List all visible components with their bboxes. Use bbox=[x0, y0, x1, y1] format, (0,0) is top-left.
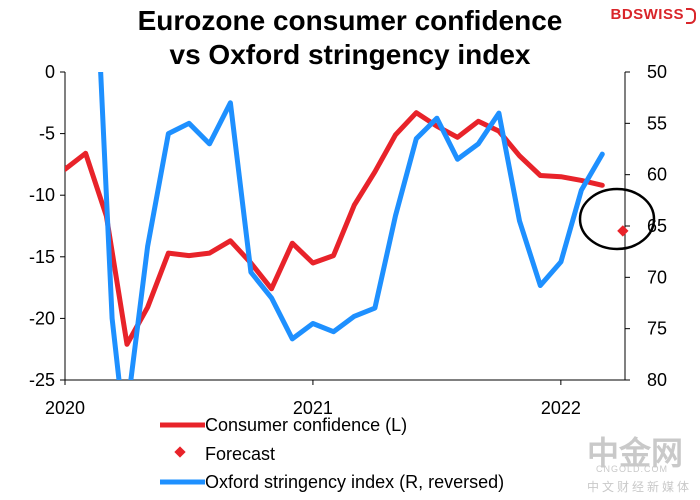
forecast-point bbox=[617, 225, 629, 237]
series-line-oxford-stringency-index-r-reversed bbox=[98, 72, 605, 380]
left-tick-label: -25 bbox=[29, 370, 55, 390]
left-tick-label: -5 bbox=[39, 124, 55, 144]
legend-forecast-swatch bbox=[174, 446, 186, 458]
series-group bbox=[65, 72, 629, 380]
left-tick-label: -15 bbox=[29, 247, 55, 267]
right-tick-label: 50 bbox=[647, 62, 667, 82]
right-tick-label: 60 bbox=[647, 165, 667, 185]
brand-logo-mark bbox=[686, 8, 696, 24]
right-tick-label: 70 bbox=[647, 267, 667, 287]
title-line-1: Eurozone consumer confidence bbox=[137, 5, 563, 36]
title-line-2: vs Oxford stringency index bbox=[169, 39, 531, 70]
series-line-consumer-confidence-l bbox=[65, 110, 605, 347]
left-tick-label: 0 bbox=[45, 62, 55, 82]
legend: Consumer confidence (L) Forecast Oxford … bbox=[160, 415, 504, 492]
right-tick-label: 55 bbox=[647, 113, 667, 133]
right-tick-label: 80 bbox=[647, 370, 667, 390]
legend-forecast-label: Forecast bbox=[205, 444, 275, 464]
x-tick-label: 2020 bbox=[45, 398, 85, 418]
legend-oxford-label: Oxford stringency index (R, reversed) bbox=[205, 472, 504, 492]
left-tick-label: -10 bbox=[29, 185, 55, 205]
watermark-subtitle: 中文财经新媒体 bbox=[587, 480, 693, 494]
x-tick-label: 2021 bbox=[293, 398, 333, 418]
legend-consumer-label: Consumer confidence (L) bbox=[205, 415, 407, 435]
right-tick-label: 75 bbox=[647, 319, 667, 339]
forecast-highlight-circle bbox=[578, 187, 656, 251]
watermark-url: CNGOLD.COM bbox=[596, 464, 669, 474]
x-tick-label: 2022 bbox=[541, 398, 581, 418]
left-tick-label: -20 bbox=[29, 308, 55, 328]
watermark-logo: 中金网 bbox=[587, 435, 684, 471]
brand-logo: BDSWISS bbox=[610, 6, 684, 23]
chart-title: Eurozone consumer confidence vs Oxford s… bbox=[0, 4, 700, 72]
